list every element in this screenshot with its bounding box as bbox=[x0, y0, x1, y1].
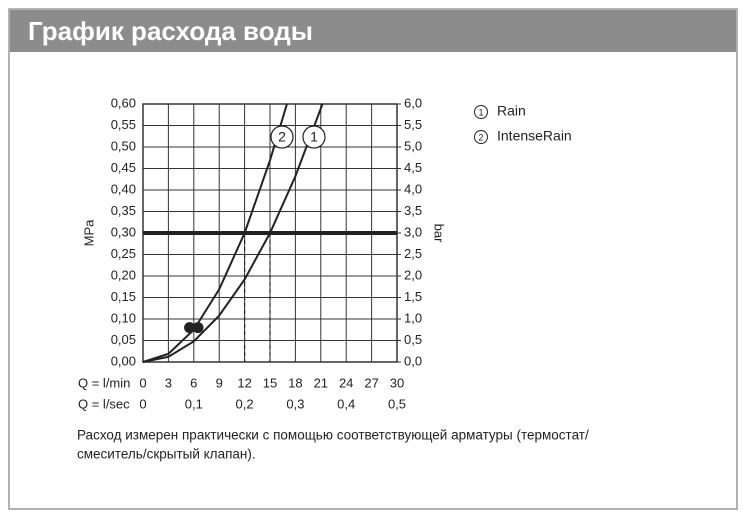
y-tick-label: 0,60 bbox=[111, 95, 136, 110]
legend-label: Rain bbox=[497, 103, 526, 119]
note-line: Расход измерен практически с помощью соо… bbox=[77, 428, 589, 443]
x-tick-label: 30 bbox=[390, 375, 404, 390]
curve-badge bbox=[270, 125, 294, 149]
y2-tick-label: 4,0 bbox=[404, 181, 422, 196]
curve-badge-number: 2 bbox=[278, 129, 286, 145]
x-tick-label: 24 bbox=[339, 375, 353, 390]
y-tick-label: 0,50 bbox=[111, 138, 136, 153]
y2-tick-label: 0,0 bbox=[404, 353, 422, 368]
y2-axis-label: bar bbox=[432, 224, 447, 243]
legend-badge bbox=[474, 105, 488, 119]
x-axis-label: Q = l/min bbox=[78, 375, 130, 390]
legend-badge bbox=[474, 130, 488, 144]
note-line: смеситель/скрытый клапан). bbox=[77, 447, 256, 462]
y-tick-label: 0,15 bbox=[111, 289, 136, 304]
x-tick-label: 18 bbox=[288, 375, 302, 390]
y-tick-label: 0,45 bbox=[111, 160, 136, 175]
x2-tick-label: 0,4 bbox=[337, 396, 355, 411]
y2-tick-label: 1,5 bbox=[404, 289, 422, 304]
y2-tick-label: 5,0 bbox=[404, 138, 422, 153]
y-tick-label: 0,10 bbox=[111, 310, 136, 325]
y2-tick-label: 5,5 bbox=[404, 117, 422, 132]
x-tick-label: 15 bbox=[263, 375, 277, 390]
y2-tick-label: 3,5 bbox=[404, 203, 422, 218]
y-tick-label: 0,05 bbox=[111, 332, 136, 347]
x-tick-label: 12 bbox=[237, 375, 251, 390]
x-tick-label: 27 bbox=[364, 375, 378, 390]
point bbox=[192, 322, 204, 334]
y2-tick-label: 2,0 bbox=[404, 267, 422, 282]
header-title: График расхода воды bbox=[28, 16, 313, 46]
y2-tick-label: 2,5 bbox=[404, 246, 422, 261]
curve bbox=[142, 103, 324, 363]
point bbox=[184, 322, 196, 334]
x-tick-label: 3 bbox=[165, 375, 172, 390]
x2-tick-label: 0,1 bbox=[185, 396, 203, 411]
y2-tick-label: 6,0 bbox=[404, 95, 422, 110]
y2-tick-label: 1,0 bbox=[404, 310, 422, 325]
x-tick-label: 21 bbox=[314, 375, 328, 390]
legend-label: IntenseRain bbox=[497, 128, 572, 144]
x2-tick-label: 0 bbox=[139, 396, 146, 411]
curve-badge bbox=[302, 125, 326, 149]
y-tick-label: 0,40 bbox=[111, 181, 136, 196]
curve bbox=[142, 103, 288, 363]
y2-tick-label: 4,5 bbox=[404, 160, 422, 175]
y-tick-label: 0,30 bbox=[111, 224, 136, 239]
x2-tick-label: 0,2 bbox=[236, 396, 254, 411]
x-tick-label: 0 bbox=[139, 375, 146, 390]
y-tick-label: 0,55 bbox=[111, 117, 136, 132]
x-tick-label: 9 bbox=[216, 375, 223, 390]
y2-tick-label: 3,0 bbox=[404, 224, 422, 239]
frame bbox=[8, 8, 738, 510]
y-tick-label: 0,00 bbox=[111, 353, 136, 368]
y-axis-label: MPa bbox=[81, 219, 96, 247]
x2-tick-label: 0,5 bbox=[388, 396, 406, 411]
x-tick-label: 6 bbox=[190, 375, 197, 390]
legend-badge-number: 2 bbox=[478, 132, 483, 142]
x2-tick-label: 0,3 bbox=[286, 396, 304, 411]
curve-badge-number: 1 bbox=[310, 129, 318, 145]
y2-tick-label: 0,5 bbox=[404, 332, 422, 347]
y-tick-label: 0,20 bbox=[111, 267, 136, 282]
header-bar bbox=[10, 10, 736, 52]
x2-axis-label: Q = l/sec bbox=[78, 396, 130, 411]
y-tick-label: 0,35 bbox=[111, 203, 136, 218]
y-tick-label: 0,25 bbox=[111, 246, 136, 261]
legend-badge-number: 1 bbox=[478, 107, 483, 117]
